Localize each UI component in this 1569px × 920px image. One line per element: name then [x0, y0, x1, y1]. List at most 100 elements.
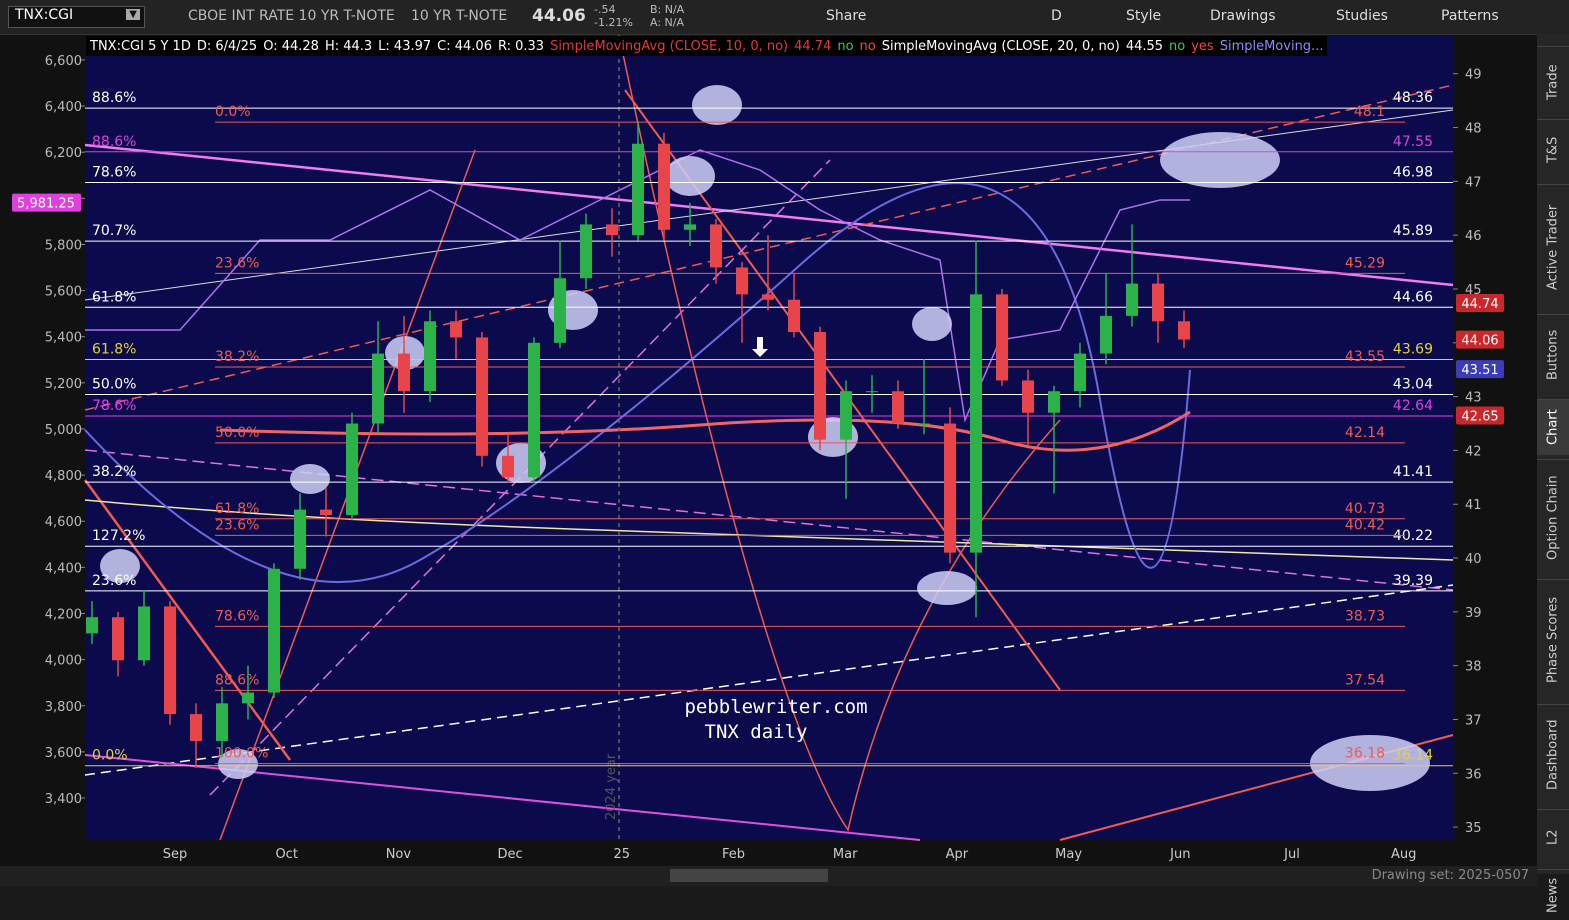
study-name: SimpleMovingAvg (CLOSE, 20, 0, no)	[881, 38, 1120, 54]
trend-line	[84, 584, 1454, 776]
year-marker: 2024 year	[604, 753, 619, 820]
header-item: O: 44.28	[263, 38, 319, 54]
y2-tick-label: 3,400	[45, 792, 82, 807]
x-axis-band	[0, 848, 1537, 866]
y2-tick-label: 3,800	[45, 700, 82, 715]
header-item: R: 0.33	[497, 38, 545, 54]
level-ratio: 38.2%	[215, 349, 259, 365]
side-tab[interactable]: L2	[1537, 809, 1569, 865]
toolbar-button[interactable]: Drawings	[1210, 8, 1276, 24]
toolbar-button[interactable]: Patterns	[1441, 8, 1499, 24]
x-tick-label: Mar	[833, 847, 858, 862]
y2-tick-label: 6,200	[45, 146, 82, 161]
side-tab[interactable]: News	[1537, 869, 1569, 920]
study-value: 44.74	[794, 38, 832, 54]
level-price: 48.36	[1393, 90, 1433, 106]
price-tag	[12, 193, 81, 212]
x-tick-label: Feb	[722, 847, 745, 862]
header-item: H: 44.3	[324, 38, 373, 54]
level-ratio: 78.6%	[92, 398, 136, 414]
candle-body	[918, 423, 930, 425]
level-price: 48.1	[1354, 104, 1385, 120]
change-pct: -1.21%	[594, 16, 633, 29]
highlight	[100, 549, 140, 583]
moving-average	[84, 182, 1191, 584]
x-tick-label: Nov	[386, 847, 412, 862]
side-tab[interactable]: Option Chain	[1537, 459, 1569, 575]
price-tag-label: 44.74	[1461, 297, 1498, 312]
highlight	[1310, 735, 1430, 791]
y-tick-label: 41	[1465, 498, 1482, 513]
y2-tick-label: 3,600	[45, 746, 82, 761]
price-tag	[1456, 293, 1504, 312]
level-price: 36.14	[1393, 748, 1433, 764]
level-ratio: 88.6%	[215, 672, 259, 688]
toolbar: TNX:CGI ▼ CBOE INT RATE 10 YR T-NOTE 10 Y…	[0, 0, 1569, 35]
candle-body	[1022, 380, 1034, 413]
candle-body	[788, 299, 800, 333]
level-ratio: 88.6%	[92, 90, 136, 106]
dropdown[interactable]: ▼	[126, 9, 140, 20]
level-price: 42.14	[1345, 425, 1385, 441]
highlight	[692, 85, 742, 125]
level-ratio: 78.6%	[92, 164, 136, 180]
candle-body	[1126, 283, 1138, 316]
x-tick-label: 25	[614, 847, 631, 862]
trend-line	[83, 479, 292, 761]
x-tick-label: Oct	[275, 847, 297, 862]
scroll-thumb[interactable]	[670, 869, 828, 882]
level-ratio: 0.0%	[92, 748, 128, 764]
side-tab[interactable]: Active Trader	[1537, 184, 1569, 310]
x-tick-label: Jul	[1283, 847, 1300, 862]
candle-body	[658, 143, 670, 230]
toolbar-button[interactable]: Share	[826, 8, 867, 24]
level-price: 41.41	[1393, 464, 1433, 480]
level-ratio: 100.0%	[215, 746, 268, 762]
study-flag: no	[837, 38, 854, 54]
level-ratio: 38.2%	[92, 464, 136, 480]
level-ratio: 23.6%	[215, 517, 259, 533]
toolbar-button[interactable]: Studies	[1336, 8, 1388, 24]
side-tab[interactable]: Buttons	[1537, 314, 1569, 395]
header-item: D: 6/4/25	[196, 38, 258, 54]
side-tab[interactable]: Trade	[1537, 46, 1569, 117]
candle-body	[814, 332, 826, 440]
x-tick-label: Dec	[498, 847, 523, 862]
level-ratio: 61.8%	[215, 501, 259, 517]
moving-average	[219, 410, 1191, 452]
x-tick-label: Sep	[163, 847, 188, 862]
candle-body	[1100, 315, 1112, 354]
y-tick-label: 48	[1465, 122, 1482, 137]
price-tag-label: 5,981.25	[17, 197, 75, 212]
candle-body	[86, 617, 98, 634]
candle-body	[710, 224, 722, 268]
level-ratio: 23.6%	[215, 255, 259, 271]
candle-body	[944, 423, 956, 553]
level-price: 43.04	[1393, 376, 1433, 392]
toolbar-button[interactable]: D	[1051, 8, 1062, 24]
level-ratio: 23.6%	[92, 573, 136, 589]
candle-body	[320, 509, 332, 515]
level-price: 47.55	[1393, 134, 1433, 150]
symbol: TNX:CGI	[15, 7, 74, 23]
side-tab[interactable]: Phase Scores	[1537, 579, 1569, 700]
level-price: 46.98	[1393, 164, 1433, 180]
candle-body	[554, 278, 566, 343]
level-ratio: 61.8%	[92, 289, 136, 305]
level-price: 43.69	[1393, 341, 1433, 357]
change: -.54	[594, 3, 616, 16]
side-tab[interactable]: T&S	[1537, 119, 1569, 180]
toolbar-button[interactable]: Style	[1126, 8, 1162, 24]
x-tick-label: Apr	[946, 847, 969, 862]
candle-body	[476, 337, 488, 456]
symbol-box[interactable]: TNX:CGI ▼	[8, 6, 145, 28]
study-flag: no	[1169, 38, 1186, 54]
level-price: 40.22	[1393, 528, 1433, 544]
price-tag	[1456, 406, 1504, 425]
y2-tick-label: 4,400	[45, 561, 82, 576]
side-tab[interactable]: Chart	[1537, 399, 1569, 455]
level-price: 45.29	[1345, 255, 1385, 271]
y-tick-label: 46	[1465, 229, 1482, 244]
side-tab[interactable]: Dashboard	[1537, 704, 1569, 805]
y2-tick-label: 5,800	[45, 238, 82, 253]
